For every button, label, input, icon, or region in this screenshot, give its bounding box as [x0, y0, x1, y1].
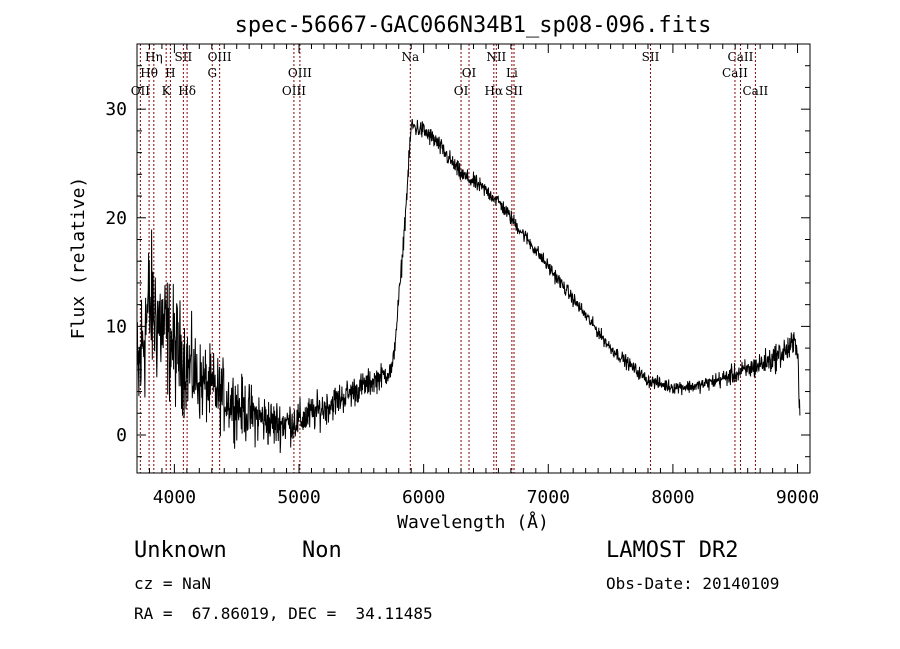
x-tick-label: 5000: [277, 487, 320, 508]
line-label: Na: [401, 50, 419, 64]
line-label: Li: [506, 66, 518, 80]
object-subclass: Non: [302, 538, 342, 563]
x-tick-label: 7000: [527, 487, 570, 508]
y-tick-label: 10: [105, 316, 127, 337]
line-label: OI: [462, 66, 477, 80]
line-label: OIII: [282, 84, 306, 98]
line-label: H: [165, 66, 175, 80]
spectrum-series: [136, 119, 801, 454]
line-label: K: [162, 84, 172, 98]
spectrum-line: [136, 119, 801, 454]
survey-name: LAMOST DR2: [606, 538, 739, 563]
line-label: Hα: [485, 84, 504, 98]
line-label: Hθ: [140, 66, 158, 80]
redshift-cz: cz = NaN: [134, 574, 212, 593]
line-label: OII: [131, 84, 151, 98]
line-label: Hη: [145, 50, 163, 64]
x-tick-label: 4000: [153, 487, 196, 508]
line-label: OIII: [208, 50, 232, 64]
axes: 4000 5000 6000 7000 8000 9000 0 10 20 30: [105, 44, 819, 508]
y-tick-label: 30: [105, 99, 127, 120]
line-label: SII: [175, 50, 193, 64]
line-label: G: [207, 66, 217, 80]
x-tick-label: 6000: [402, 487, 445, 508]
line-label: OI: [454, 84, 469, 98]
line-label: CaII: [742, 84, 768, 98]
object-class: Unknown: [134, 538, 227, 563]
spectral-line-markers: Hη Hθ OII HK SII Hδ OIII G OIII OIII Na OI OI NII HαLi…: [131, 44, 769, 473]
line-label: SII: [505, 84, 523, 98]
line-label: Hδ: [178, 84, 196, 98]
observation-date: Obs-Date: 20140109: [606, 574, 780, 593]
line-label: CaII: [722, 66, 748, 80]
x-axis-label: Wavelength (Å): [397, 511, 549, 533]
line-label: SII: [642, 50, 660, 64]
y-axis-label: Flux (relative): [68, 177, 89, 340]
line-label: OIII: [288, 66, 312, 80]
x-tick-label: 9000: [776, 487, 819, 508]
chart-title: spec-56667-GAC066N34B1_sp08-096.fits: [235, 13, 712, 38]
y-tick-label: 20: [105, 208, 127, 229]
ra-dec-coordinates: RA = 67.86019, DEC = 34.11485: [134, 604, 433, 623]
y-tick-label: 0: [116, 425, 127, 446]
line-label: CaII: [728, 50, 754, 64]
x-tick-label: 8000: [651, 487, 694, 508]
line-label: NII: [486, 50, 506, 64]
